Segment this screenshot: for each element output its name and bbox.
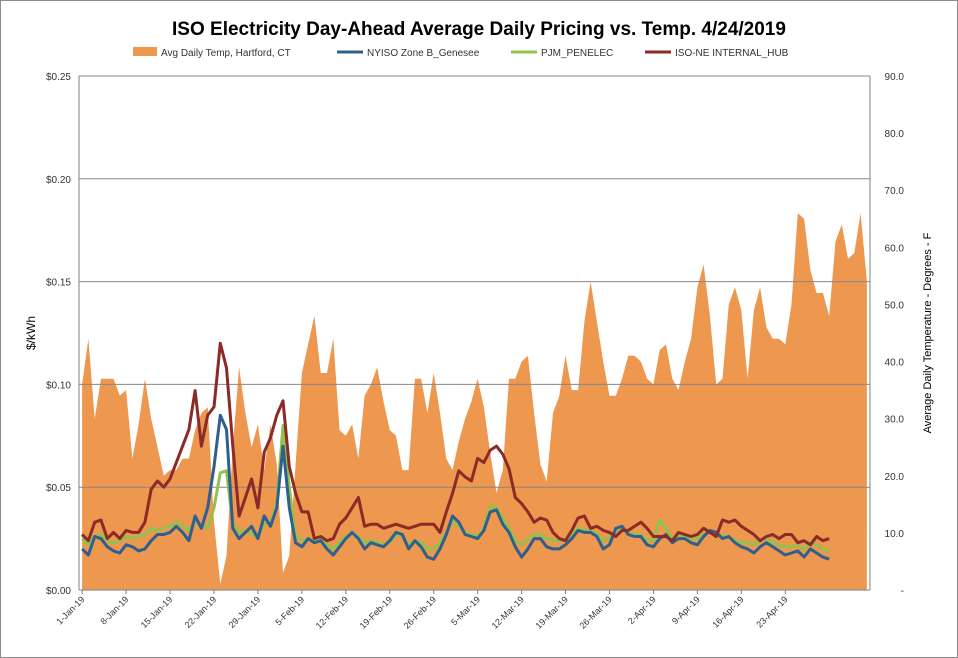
x-tick-label: 26-Mar-19 [577, 594, 613, 630]
x-tick-label: 15-Jan-19 [139, 594, 175, 630]
y-tick-label: $0.20 [46, 175, 71, 186]
y2-tick-label: 30.0 [885, 415, 905, 426]
y2-tick-label: - [901, 586, 904, 597]
x-tick-label: 22-Jan-19 [183, 594, 219, 630]
series-temp-area [82, 213, 867, 590]
legend-label-temp: Avg Daily Temp, Hartford, CT [161, 48, 291, 59]
legend: Avg Daily Temp, Hartford, CT NYISO Zone … [133, 47, 789, 59]
x-tick-label: 5-Mar-19 [449, 594, 482, 627]
x-tick-label: 19-Feb-19 [358, 594, 394, 630]
x-tick-label: 2-Apr-19 [626, 594, 658, 626]
x-tick-label: 12-Mar-19 [490, 594, 526, 630]
x-tick-label: 23-Apr-19 [754, 594, 789, 629]
y2-tick-label: 60.0 [885, 243, 905, 254]
chart-title: ISO Electricity Day-Ahead Average Daily … [172, 19, 786, 40]
y-tick-label: $0.05 [46, 483, 71, 494]
y-axis-title: $/kWh [24, 316, 38, 350]
y-tick-label: $0.00 [46, 586, 71, 597]
y2-axis-title: Average Daily Temperature - Degrees - F [922, 232, 934, 433]
series-nyiso-line [81, 413, 830, 561]
y2-tick-label: 50.0 [885, 300, 905, 311]
legend-label-pjm: PJM_PENELEC [541, 48, 613, 59]
y2-tick-label: 10.0 [885, 529, 905, 540]
x-tick-label: 9-Apr-19 [670, 594, 702, 626]
y2-tick-label: 40.0 [885, 358, 905, 369]
legend-label-nyiso: NYISO Zone B_Genesee [367, 48, 480, 59]
y-tick-label: $0.10 [46, 380, 71, 391]
legend-label-isone: ISO-NE INTERNAL_HUB [675, 48, 789, 59]
y2-tick-label: 70.0 [885, 186, 905, 197]
y2-tick-label: 80.0 [885, 129, 905, 140]
x-tick-label: 16-Apr-19 [710, 594, 745, 629]
y2-tick-label: 20.0 [885, 472, 905, 483]
x-tick-label: 1-Jan-19 [54, 594, 86, 626]
x-tick-label: 8-Jan-19 [98, 594, 130, 626]
y-tick-label: $0.15 [46, 278, 71, 289]
x-tick-label: 12-Feb-19 [314, 594, 350, 630]
y2-tick-label: 90.0 [885, 72, 905, 83]
legend-swatch-temp [133, 47, 157, 56]
x-tick-label: 19-Mar-19 [534, 594, 570, 630]
x-tick-label: 26-Feb-19 [402, 594, 438, 630]
x-tick-label: 29-Jan-19 [227, 594, 263, 630]
x-tick-label: 5-Feb-19 [273, 594, 306, 627]
plot-area: $0.00 $0.05 $0.10 $0.15 $0.20 $0.25 - 10.0 20.0 3… [46, 72, 904, 631]
series-isone-line [81, 341, 830, 547]
y-tick-label: $0.25 [46, 72, 71, 83]
